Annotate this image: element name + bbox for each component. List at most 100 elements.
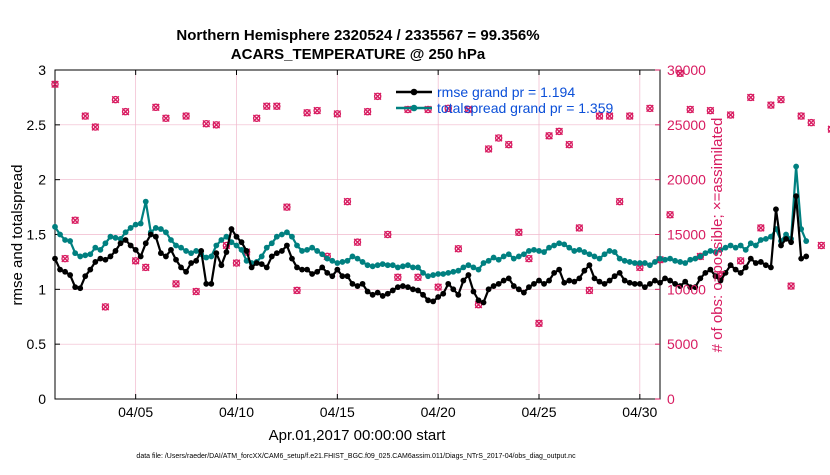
totalspread-point bbox=[62, 237, 68, 243]
rmse-point bbox=[349, 280, 356, 287]
obs-possible-marker bbox=[293, 286, 301, 295]
obs-possible-marker bbox=[585, 286, 594, 295]
totalspread-point bbox=[510, 255, 517, 262]
rmse-point bbox=[747, 255, 754, 262]
rmse-point bbox=[359, 280, 366, 287]
rmse-point bbox=[193, 257, 200, 264]
totalspread-point bbox=[652, 259, 658, 265]
totalspread-point bbox=[369, 263, 376, 270]
chart-title-line2: ACARS_TEMPERATURE @ 250 hPa bbox=[231, 46, 486, 63]
totalspread-point bbox=[490, 254, 497, 261]
totalspread-point bbox=[692, 255, 699, 262]
totalspread-point bbox=[662, 256, 668, 263]
chart-title-line1: Northern Hemisphere 2320524 / 2335567 = … bbox=[176, 27, 539, 44]
rmse-point bbox=[198, 248, 205, 254]
rmse-point bbox=[636, 280, 643, 287]
rmse-point bbox=[72, 284, 79, 291]
y-axis-label-left: rmse and totalspread bbox=[9, 165, 26, 306]
totalspread-point bbox=[727, 242, 734, 249]
rmse-point bbox=[62, 268, 68, 275]
obs-possible-marker bbox=[494, 134, 503, 142]
totalspread-point bbox=[505, 251, 512, 258]
obs-possible-marker bbox=[424, 105, 432, 114]
obs-possible-marker bbox=[363, 107, 372, 116]
totalspread-point bbox=[273, 233, 280, 240]
totalspread-point bbox=[163, 229, 169, 236]
obs-possible-marker bbox=[444, 104, 452, 113]
totalspread-point bbox=[349, 253, 356, 260]
rmse-series bbox=[52, 193, 810, 306]
obs-possible-marker bbox=[101, 303, 110, 311]
rmse-point bbox=[314, 268, 321, 275]
obs-possible-marker bbox=[605, 112, 614, 120]
rmse-point bbox=[571, 278, 578, 285]
totalspread-point bbox=[536, 248, 542, 254]
totalspread-point bbox=[329, 257, 336, 264]
rmse-point bbox=[369, 291, 376, 298]
rmse-point bbox=[173, 256, 179, 263]
y-axis-label-right: # of obs: o=possible; ×=assimilated bbox=[709, 118, 726, 353]
totalspread-point bbox=[757, 237, 764, 243]
rmse-point bbox=[586, 262, 593, 269]
obs-assimilated-marker bbox=[706, 106, 715, 115]
obs-possible-marker bbox=[464, 105, 473, 114]
obs-assimilated-marker bbox=[535, 319, 543, 328]
totalspread-point bbox=[233, 242, 240, 249]
totalspread-point bbox=[324, 255, 331, 262]
rmse-point bbox=[803, 253, 810, 260]
obs-possible-marker bbox=[111, 95, 120, 104]
rmse-point bbox=[652, 277, 658, 284]
rmse-point bbox=[157, 250, 164, 257]
totalspread-point bbox=[495, 256, 502, 263]
obs-possible-marker bbox=[353, 238, 362, 246]
y-tick-label-right: 10000 bbox=[667, 281, 706, 297]
obs-possible-marker bbox=[192, 287, 200, 296]
obs-possible-marker bbox=[404, 105, 412, 114]
totalspread-point bbox=[531, 246, 537, 253]
obs-assimilated-marker bbox=[444, 104, 453, 113]
rmse-point bbox=[440, 290, 447, 297]
totalspread-point bbox=[440, 271, 447, 277]
obs-assimilated-marker bbox=[141, 263, 150, 272]
rmse-point bbox=[768, 264, 774, 271]
obs-possible-marker bbox=[172, 280, 180, 288]
x-axis-label: Apr.01,2017 00:00:00 start bbox=[269, 427, 447, 444]
obs-possible-marker bbox=[252, 114, 261, 123]
x-tick-label: 04/05 bbox=[118, 404, 153, 420]
totalspread-point bbox=[157, 226, 164, 232]
y-tick-label-left: 3 bbox=[38, 62, 46, 78]
totalspread-point bbox=[344, 257, 351, 264]
obs-assimilated-marker bbox=[555, 127, 563, 136]
rmse-point bbox=[52, 255, 58, 262]
obs-possible-marker bbox=[454, 245, 463, 253]
totalspread-point bbox=[142, 198, 149, 205]
obs-assimilated-marker bbox=[787, 282, 795, 290]
obs-possible-marker bbox=[91, 123, 100, 131]
totalspread-point bbox=[112, 234, 119, 241]
obs-possible-marker bbox=[212, 121, 221, 129]
rmse-point bbox=[102, 256, 109, 263]
rmse-point bbox=[203, 280, 210, 287]
y-tick-label-left: 1 bbox=[38, 281, 46, 297]
rmse-point bbox=[152, 233, 159, 240]
obs-assimilated-marker bbox=[575, 224, 584, 232]
x-tick-label: 04/30 bbox=[622, 404, 657, 420]
totalspread-point bbox=[541, 249, 547, 255]
totalspread-point bbox=[803, 238, 810, 244]
totalspread-point bbox=[722, 244, 729, 251]
obs-assimilated-marker bbox=[686, 105, 695, 114]
obs-possible-marker bbox=[504, 140, 513, 149]
rmse-point bbox=[379, 293, 386, 299]
obs-possible-marker bbox=[434, 283, 442, 291]
rmse-point bbox=[611, 273, 618, 280]
totalspread-point bbox=[314, 248, 321, 254]
rmse-point bbox=[218, 262, 225, 269]
rmse-point bbox=[178, 264, 184, 271]
rmse-point bbox=[450, 286, 457, 293]
rmse-point bbox=[712, 273, 719, 280]
totalspread-point bbox=[268, 240, 275, 247]
rmse-point bbox=[384, 290, 391, 297]
rmse-point bbox=[677, 283, 684, 289]
rmse-point bbox=[647, 280, 653, 287]
y-tick-label-left: 2 bbox=[38, 172, 46, 188]
